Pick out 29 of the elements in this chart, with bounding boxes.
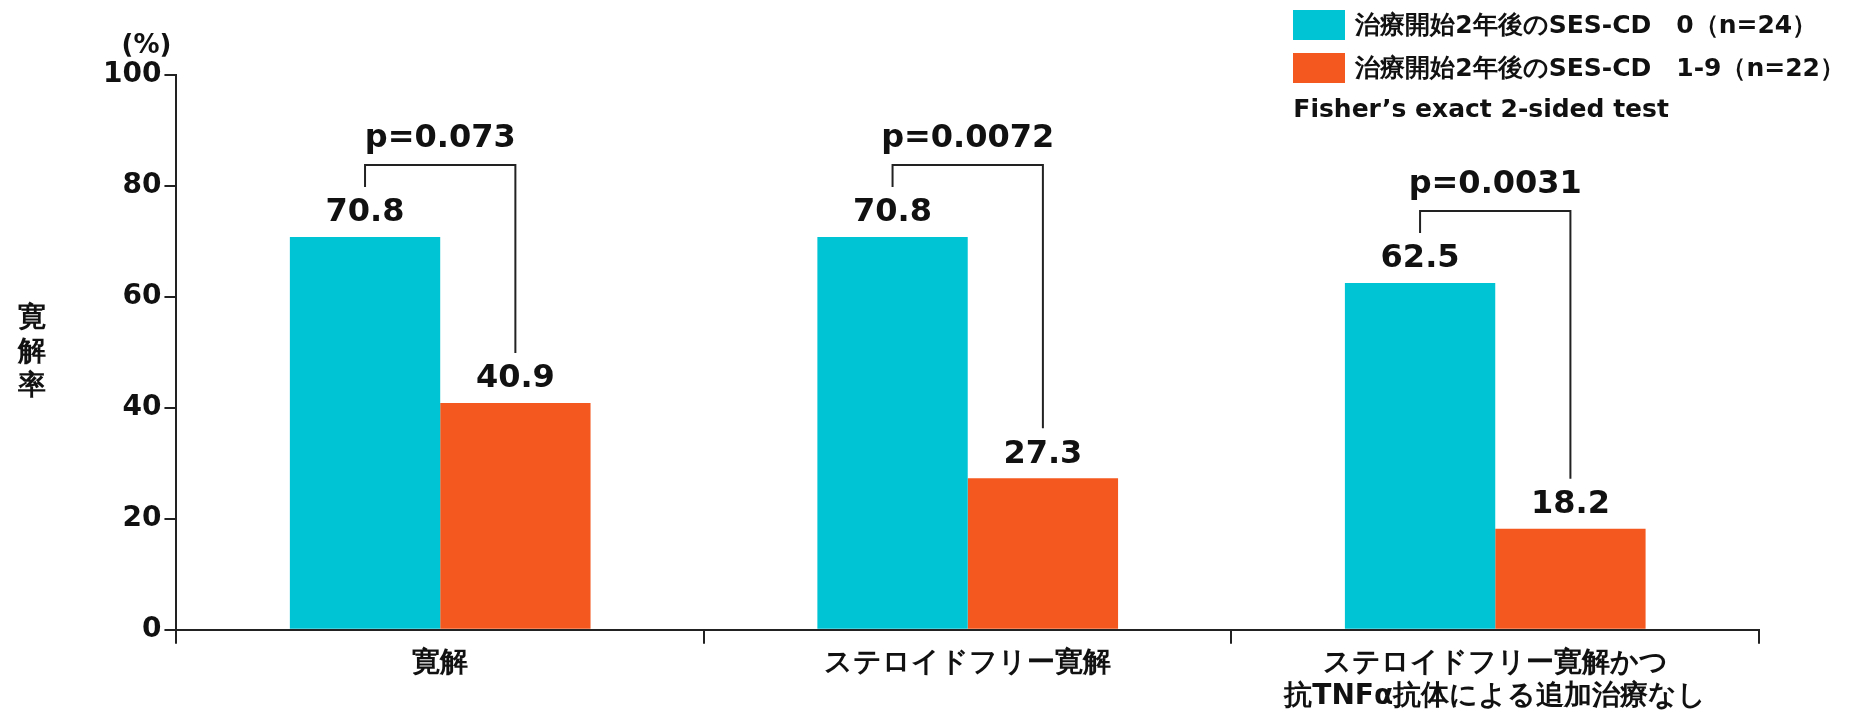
data-label: 27.3	[1003, 432, 1083, 471]
data-label: 70.8	[325, 191, 405, 230]
annotation: p=0.0072	[881, 117, 1055, 156]
x-tick-label: 寛解	[412, 644, 469, 678]
y-tick-label: 20	[122, 500, 162, 534]
y-axis-title: 寛解率	[17, 299, 46, 401]
annotation: Fisher’s exact 2-sided test	[1293, 94, 1670, 123]
data-label: 18.2	[1530, 483, 1610, 522]
y-tick-label: 0	[141, 611, 162, 645]
data-label: 40.9	[475, 357, 555, 396]
legend-label: 治療開始2年後のSES-CD 1-9（n=22）	[1355, 52, 1845, 84]
y-tick-label: 60	[122, 278, 162, 312]
y-tick-label: 100	[102, 56, 162, 90]
data-label: 70.8	[853, 191, 933, 230]
bar	[817, 237, 968, 629]
annotation: p=0.073	[364, 117, 516, 156]
bar	[1495, 528, 1646, 629]
x-tick-label: ステロイドフリー寛解	[824, 644, 1112, 678]
legend-label: 治療開始2年後のSES-CD 0（n=24）	[1355, 9, 1818, 41]
text: (%)	[121, 28, 172, 59]
x-tick-label: ステロイドフリー寛解かつ抗TNFα抗体による追加治療なし	[1283, 644, 1707, 712]
bar	[289, 237, 441, 629]
y-tick-label: 80	[122, 167, 162, 201]
bar	[967, 478, 1119, 629]
bar	[1344, 283, 1496, 629]
data-label: 62.5	[1380, 237, 1460, 276]
y-tick-label: 40	[122, 389, 162, 423]
annotation: p=0.0031	[1408, 163, 1582, 202]
bar	[440, 402, 591, 629]
